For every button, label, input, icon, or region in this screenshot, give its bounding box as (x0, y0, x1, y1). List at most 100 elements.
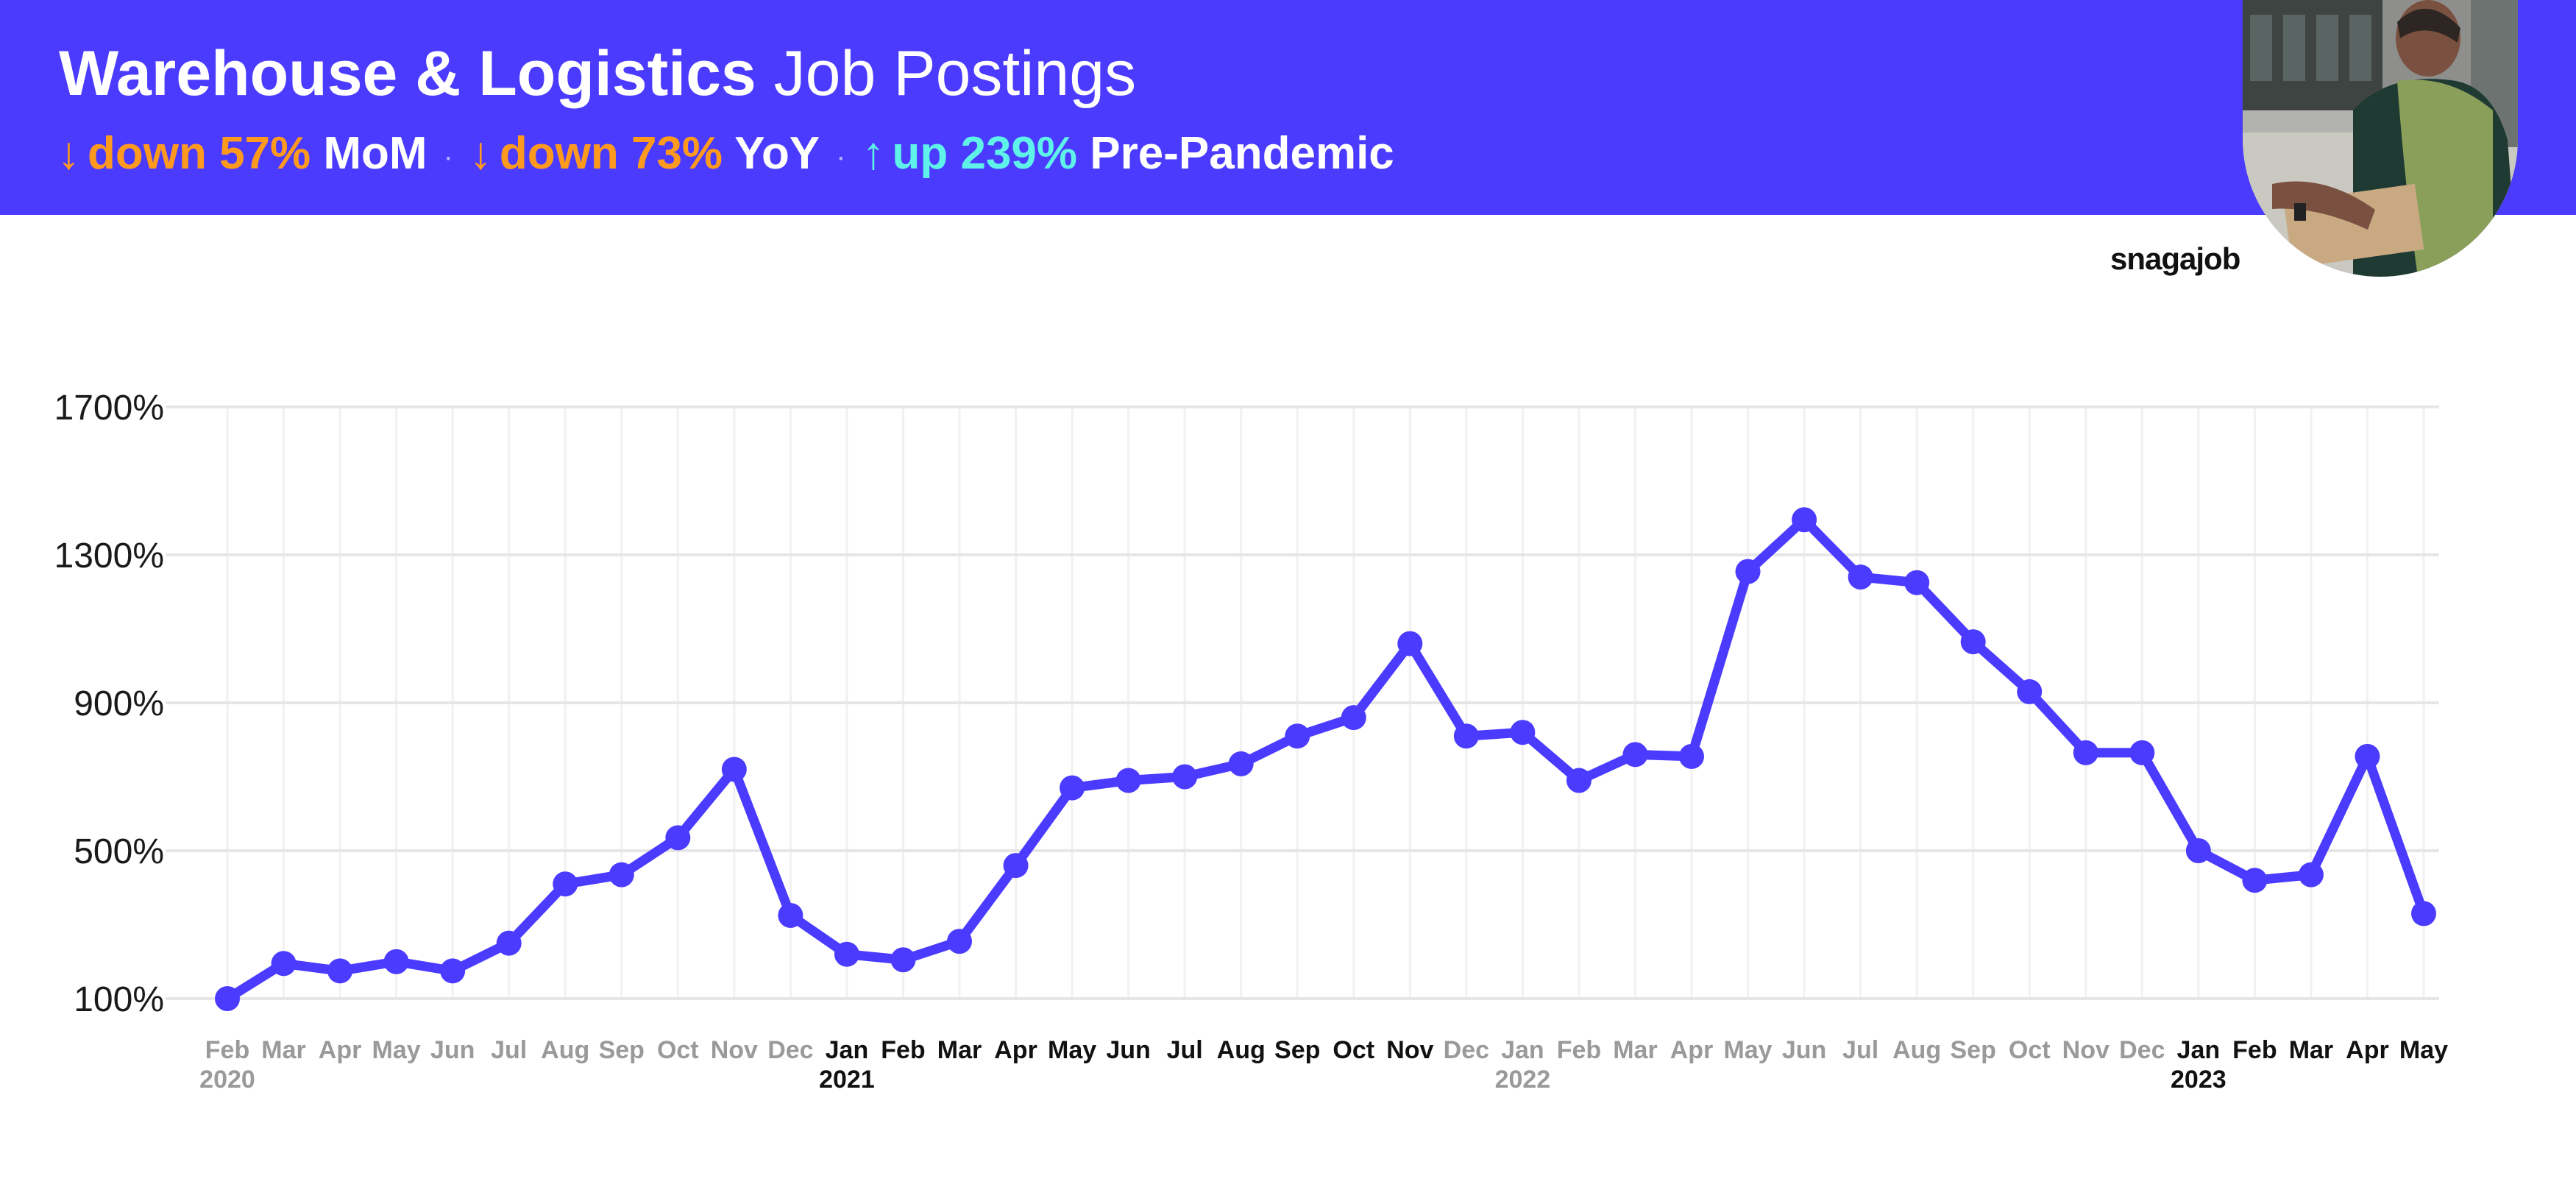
data-point (1904, 570, 1930, 595)
data-point (947, 929, 972, 954)
data-point (2073, 740, 2098, 765)
data-point (1960, 629, 1986, 655)
x-tick-label: Aug (1217, 1036, 1266, 1064)
x-tick-label: May (1048, 1036, 1096, 1064)
data-point (440, 958, 466, 984)
x-tick-label: Feb (2232, 1036, 2277, 1064)
x-tick-label: Aug (1892, 1036, 1941, 1064)
data-point (271, 951, 297, 977)
data-point (2185, 838, 2211, 863)
x-tick-label: Jun (1106, 1036, 1150, 1064)
x-tick-label: Oct (657, 1036, 699, 1064)
data-point (778, 902, 803, 928)
data-point (608, 862, 634, 888)
x-axis-ticks: Feb Mar Apr May Jun Jul Aug Sep Oct Nov Dec Jan Feb M… (205, 1036, 2448, 1064)
data-point (1792, 507, 1817, 533)
data-point (327, 958, 353, 984)
brand-logo: snagajob (2110, 241, 2240, 276)
data-point (1848, 564, 1873, 590)
x-tick-label: May (2399, 1036, 2448, 1064)
data-point (553, 871, 578, 897)
x-tick-label: Nov (1386, 1036, 1433, 1064)
x-tick-label: Mar (2289, 1036, 2333, 1064)
data-point (890, 947, 916, 973)
x-tick-label: Dec (2119, 1036, 2165, 1064)
data-point (1566, 768, 1592, 793)
x-tick-label: Oct (1333, 1036, 1374, 1064)
x-tick-label: Oct (2009, 1036, 2051, 1064)
year-label: 2020 (199, 1066, 255, 1094)
title-light: Job Postings (773, 38, 1137, 109)
data-point (2298, 862, 2324, 888)
data-point (721, 757, 747, 782)
x-tick-label: Nov (711, 1036, 758, 1064)
y-tick-label: 500% (74, 832, 164, 871)
x-tick-label: Apr (1670, 1036, 1714, 1064)
separator-dot: · (443, 140, 453, 173)
data-point (496, 930, 522, 956)
x-tick-label: Apr (319, 1036, 362, 1064)
x-tick-label: May (1723, 1036, 1772, 1064)
stat-prepandemic-label: Pre-Pandemic (1090, 128, 1394, 179)
page-title: Warehouse & Logistics Job Postings (59, 35, 1136, 112)
horizontal-gridlines (166, 405, 2439, 1000)
x-tick-label: Nov (2062, 1036, 2110, 1064)
x-tick-label: Apr (2346, 1036, 2389, 1064)
data-point (1115, 768, 1141, 793)
data-point (2242, 868, 2268, 893)
data-point (1285, 723, 1310, 749)
stat-mom: ↓ down 57% MoM (57, 128, 427, 179)
data-point (1735, 559, 1761, 584)
x-tick-label: Sep (599, 1036, 645, 1064)
y-tick-label: 1300% (54, 536, 164, 575)
data-point (383, 949, 409, 974)
data-point (1622, 742, 1648, 768)
year-label: 2021 (819, 1066, 875, 1094)
data-point (1510, 720, 1536, 745)
x-tick-label: Sep (1951, 1036, 1996, 1064)
title-bold: Warehouse & Logistics (59, 38, 756, 109)
x-tick-label: Mar (937, 1036, 982, 1064)
stat-mom-label: MoM (323, 128, 427, 179)
down-arrow-icon: ↓ (469, 128, 492, 179)
x-tick-label: Dec (767, 1036, 813, 1064)
stat-mom-value: down 57% (88, 128, 311, 179)
stat-prepandemic-value: up 239% (892, 128, 1078, 179)
x-tick-label: Jun (1782, 1036, 1826, 1064)
series-line-path (222, 514, 2429, 1004)
data-point (2355, 743, 2380, 769)
data-point (1228, 751, 1254, 776)
x-tick-label: Jan (826, 1036, 869, 1064)
x-tick-label: Mar (261, 1036, 305, 1064)
x-tick-label: Feb (205, 1036, 249, 1064)
data-point (665, 825, 691, 851)
data-point (1679, 743, 1704, 769)
data-point (1003, 853, 1029, 879)
data-point (1341, 705, 1366, 731)
data-point (2017, 679, 2043, 704)
data-point (1060, 775, 1085, 801)
y-tick-label: 900% (74, 684, 164, 723)
header-banner: Warehouse & Logistics Job Postings ↓ down… (0, 0, 2576, 215)
year-labels: 2020 2021 2022 2023 (199, 1066, 2226, 1094)
x-tick-label: Jul (1842, 1036, 1878, 1064)
x-tick-label: Mar (1613, 1036, 1657, 1064)
y-tick-label: 1700% (54, 389, 164, 428)
stat-yoy-value: down 73% (499, 128, 723, 179)
up-arrow-icon: ↑ (862, 128, 885, 179)
x-tick-label: Feb (1557, 1036, 1601, 1064)
data-point (834, 941, 859, 967)
x-tick-label: Aug (541, 1036, 589, 1064)
x-tick-label: Sep (1274, 1036, 1320, 1064)
year-label: 2023 (2171, 1066, 2226, 1094)
series-points (215, 507, 2436, 1011)
x-tick-label: May (372, 1036, 421, 1064)
x-tick-label: Jan (1501, 1036, 1544, 1064)
stat-yoy-label: YoY (734, 128, 820, 179)
stat-prepandemic: ↑ up 239% Pre-Pandemic (862, 128, 1394, 179)
data-point (2129, 740, 2155, 765)
stats-line: ↓ down 57% MoM · ↓ down 73% YoY · ↑ up 239% Pre… (57, 122, 1394, 188)
x-tick-label: Feb (881, 1036, 925, 1064)
separator-dot: · (836, 140, 846, 173)
x-tick-label: Jun (430, 1036, 475, 1064)
